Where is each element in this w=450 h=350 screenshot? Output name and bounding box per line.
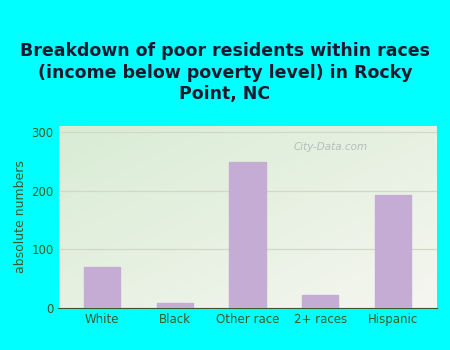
Bar — [375, 195, 411, 308]
Y-axis label: absolute numbers: absolute numbers — [14, 161, 27, 273]
Bar — [230, 162, 266, 308]
Text: City-Data.com: City-Data.com — [293, 142, 368, 152]
Bar — [157, 303, 193, 308]
Bar — [84, 267, 120, 308]
Text: Breakdown of poor residents within races
(income below poverty level) in Rocky
P: Breakdown of poor residents within races… — [20, 42, 430, 103]
Bar — [302, 295, 338, 308]
